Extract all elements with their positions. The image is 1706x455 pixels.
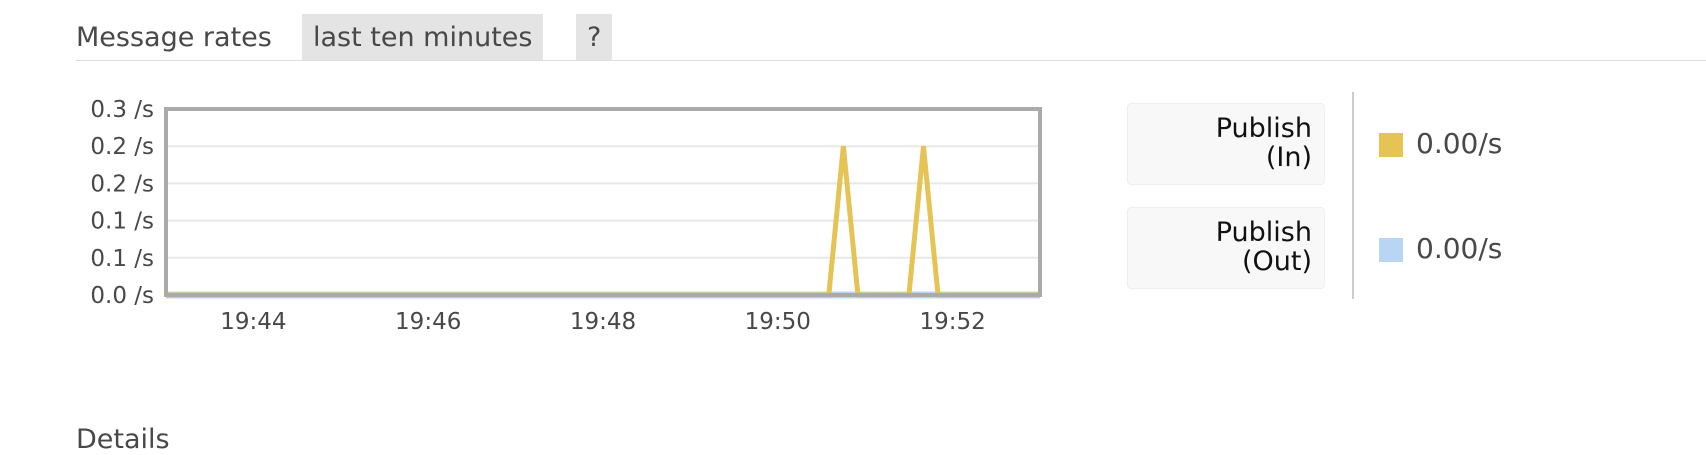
legend-label-line1: Publish	[1215, 113, 1312, 144]
x-tick-label: 19:46	[395, 309, 461, 335]
message-rates-chart: 0.3 /s 0.2 /s 0.2 /s 0.1 /s 0.1 /s 0.0 /s 19:…	[90, 97, 1042, 335]
details-section-title: Details	[76, 424, 170, 455]
publish-in-color-swatch	[1379, 133, 1403, 157]
message-rates-header: Message rates last ten minutes ?	[76, 14, 1706, 61]
y-tick-label: 0.0 /s	[90, 283, 154, 309]
x-tick-label: 19:52	[919, 309, 985, 335]
legend-label-line1: Publish	[1215, 217, 1312, 248]
legend-toggle-publish-in[interactable]: Publish (In)	[1127, 103, 1325, 185]
y-tick-label: 0.2 /s	[90, 171, 154, 197]
y-tick-label: 0.3 /s	[90, 97, 154, 123]
y-tick-label: 0.1 /s	[90, 246, 154, 272]
y-axis: 0.3 /s 0.2 /s 0.2 /s 0.1 /s 0.1 /s 0.0 /s	[90, 97, 154, 309]
x-axis: 19:44 19:46 19:48 19:50 19:52	[220, 309, 985, 335]
publish-out-rate: 0.00/s	[1416, 232, 1503, 265]
legend-divider	[1352, 92, 1354, 299]
plot-frame	[164, 107, 1042, 297]
x-tick-label: 19:50	[745, 309, 811, 335]
section-title: Message rates	[76, 22, 272, 53]
period-selector-button[interactable]: last ten minutes	[302, 14, 544, 60]
legend-toggle-publish-out[interactable]: Publish (Out)	[1127, 207, 1325, 289]
legend-label-line2: (In)	[1265, 142, 1312, 173]
publish-out-color-swatch	[1379, 238, 1403, 262]
publish-in-rate: 0.00/s	[1416, 127, 1503, 160]
legend-label-line2: (Out)	[1241, 246, 1312, 277]
help-button[interactable]: ?	[576, 14, 613, 60]
x-tick-label: 19:48	[570, 309, 636, 335]
chart-grid	[166, 145, 1040, 259]
x-tick-label: 19:44	[220, 309, 286, 335]
y-tick-label: 0.1 /s	[90, 209, 154, 235]
y-tick-label: 0.2 /s	[90, 134, 154, 160]
